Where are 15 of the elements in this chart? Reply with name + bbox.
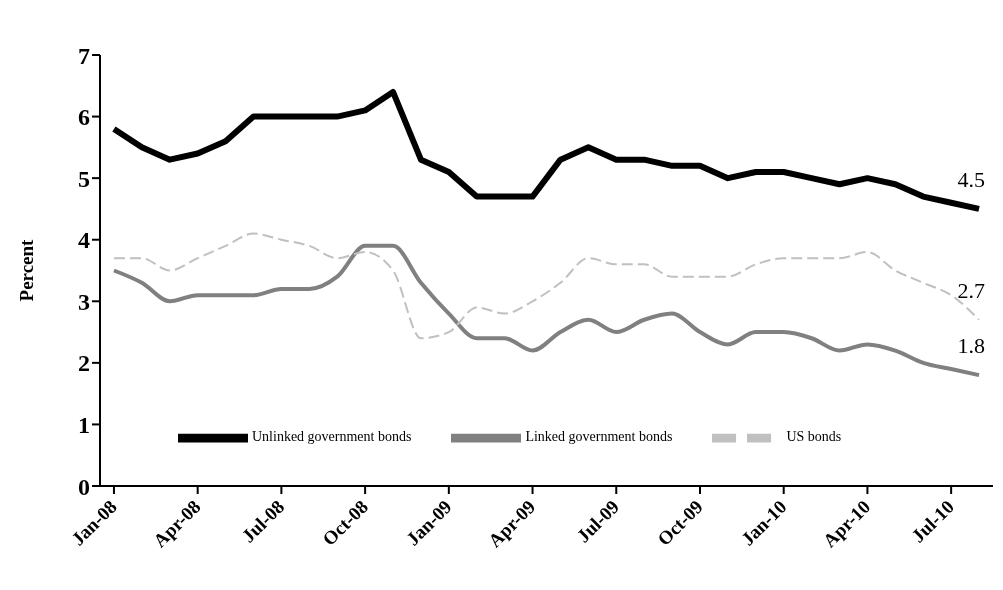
legend-label: US bonds (786, 429, 842, 445)
data-label: 2.7 (957, 277, 986, 303)
y-tick-label: 2 (78, 350, 90, 377)
y-tick-label: 1 (78, 411, 90, 438)
y-tick-label: 6 (78, 104, 90, 131)
data-label: 1.8 (957, 333, 986, 359)
y-tick-label: 7 (78, 42, 90, 69)
data-label: 4.5 (957, 166, 986, 192)
y-tick-label: 0 (78, 473, 90, 500)
y-tick-label: 4 (78, 227, 90, 254)
y-tick-label: 5 (78, 165, 90, 192)
y-tick-label: 3 (78, 288, 90, 315)
y-axis-title: Percent (15, 238, 37, 302)
legend-label: Linked government bonds (525, 429, 673, 445)
legend-label: Unlinked government bonds (252, 429, 412, 445)
